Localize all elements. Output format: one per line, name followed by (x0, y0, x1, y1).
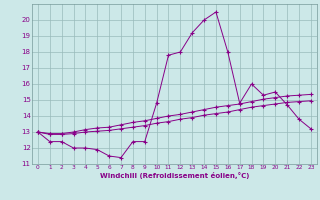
X-axis label: Windchill (Refroidissement éolien,°C): Windchill (Refroidissement éolien,°C) (100, 172, 249, 179)
